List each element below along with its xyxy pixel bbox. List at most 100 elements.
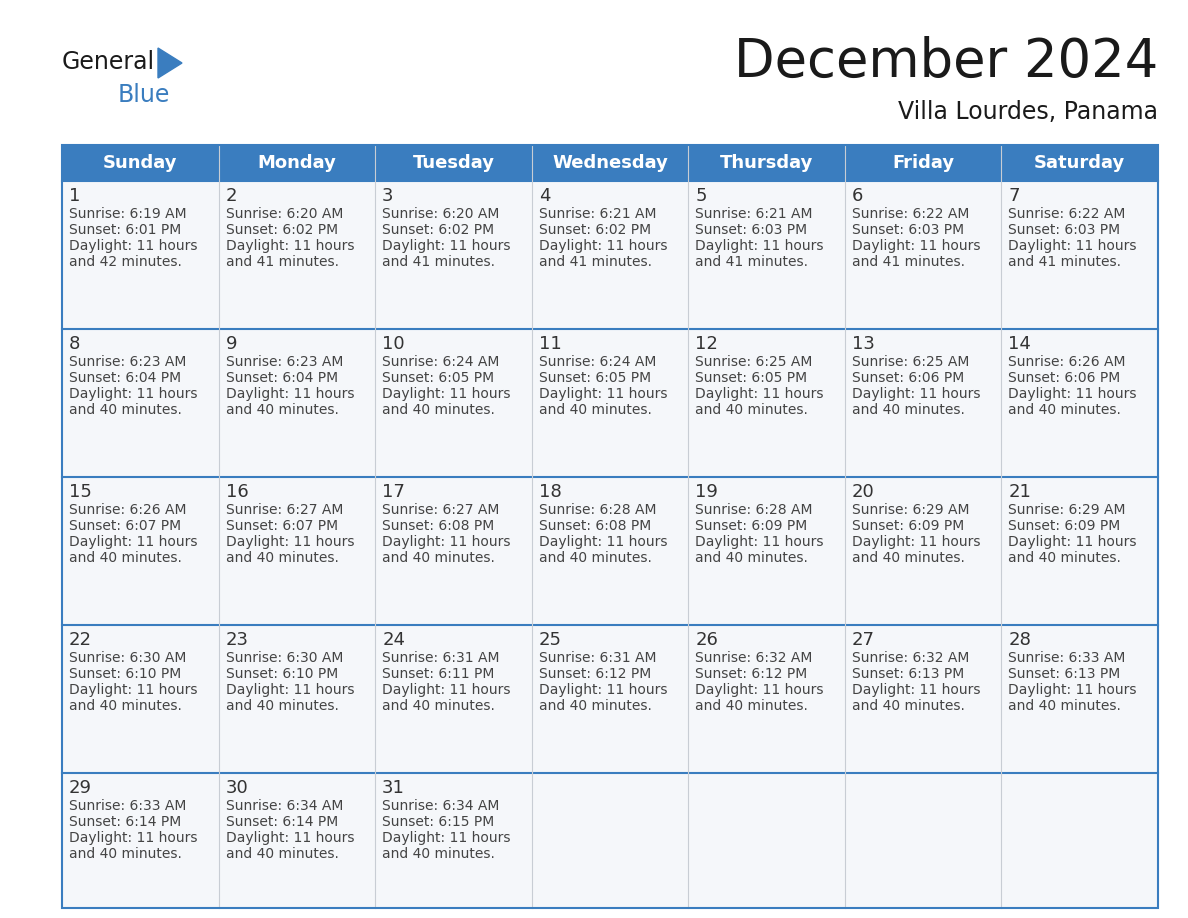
Text: Sunset: 6:08 PM: Sunset: 6:08 PM	[383, 519, 494, 533]
Text: Sunset: 6:02 PM: Sunset: 6:02 PM	[538, 223, 651, 237]
Text: and 40 minutes.: and 40 minutes.	[69, 847, 182, 861]
Text: Sunset: 6:12 PM: Sunset: 6:12 PM	[538, 667, 651, 681]
Text: 6: 6	[852, 187, 864, 205]
Text: Sunset: 6:05 PM: Sunset: 6:05 PM	[695, 371, 808, 385]
Text: and 41 minutes.: and 41 minutes.	[226, 255, 339, 269]
Text: Sunset: 6:09 PM: Sunset: 6:09 PM	[852, 519, 965, 533]
Bar	[62, 145, 1158, 181]
Text: Sunset: 6:09 PM: Sunset: 6:09 PM	[695, 519, 808, 533]
Text: Daylight: 11 hours: Daylight: 11 hours	[538, 387, 668, 401]
Text: Sunrise: 6:23 AM: Sunrise: 6:23 AM	[69, 355, 187, 369]
Text: Sunset: 6:10 PM: Sunset: 6:10 PM	[226, 667, 337, 681]
Text: Sunset: 6:15 PM: Sunset: 6:15 PM	[383, 815, 494, 829]
Text: Sunrise: 6:23 AM: Sunrise: 6:23 AM	[226, 355, 343, 369]
Text: December 2024: December 2024	[734, 36, 1158, 88]
Text: 13: 13	[852, 335, 874, 353]
Text: Thursday: Thursday	[720, 154, 814, 172]
Text: Sunset: 6:04 PM: Sunset: 6:04 PM	[226, 371, 337, 385]
Text: Sunset: 6:08 PM: Sunset: 6:08 PM	[538, 519, 651, 533]
Text: 24: 24	[383, 631, 405, 649]
Text: Sunset: 6:12 PM: Sunset: 6:12 PM	[695, 667, 808, 681]
Text: 8: 8	[69, 335, 81, 353]
Text: Sunrise: 6:32 AM: Sunrise: 6:32 AM	[852, 651, 969, 665]
Text: Sunrise: 6:30 AM: Sunrise: 6:30 AM	[226, 651, 343, 665]
Text: and 40 minutes.: and 40 minutes.	[226, 403, 339, 417]
Text: Daylight: 11 hours: Daylight: 11 hours	[383, 683, 511, 697]
Text: 3: 3	[383, 187, 393, 205]
Text: Sunrise: 6:34 AM: Sunrise: 6:34 AM	[383, 799, 499, 813]
Text: and 40 minutes.: and 40 minutes.	[383, 699, 495, 713]
Text: Daylight: 11 hours: Daylight: 11 hours	[538, 683, 668, 697]
Text: Sunset: 6:01 PM: Sunset: 6:01 PM	[69, 223, 182, 237]
Text: and 40 minutes.: and 40 minutes.	[695, 699, 808, 713]
Bar	[62, 625, 1158, 773]
Text: 19: 19	[695, 483, 719, 501]
Text: Sunset: 6:02 PM: Sunset: 6:02 PM	[226, 223, 337, 237]
Text: Sunrise: 6:28 AM: Sunrise: 6:28 AM	[695, 503, 813, 517]
Text: 2: 2	[226, 187, 238, 205]
Text: and 41 minutes.: and 41 minutes.	[852, 255, 965, 269]
Text: Daylight: 11 hours: Daylight: 11 hours	[69, 239, 197, 253]
Text: Sunrise: 6:31 AM: Sunrise: 6:31 AM	[383, 651, 500, 665]
Text: Sunrise: 6:19 AM: Sunrise: 6:19 AM	[69, 207, 187, 221]
Text: General: General	[62, 50, 156, 74]
Text: Sunday: Sunday	[103, 154, 177, 172]
Text: Daylight: 11 hours: Daylight: 11 hours	[695, 239, 823, 253]
Text: 4: 4	[538, 187, 550, 205]
Text: Sunrise: 6:26 AM: Sunrise: 6:26 AM	[69, 503, 187, 517]
Text: 21: 21	[1009, 483, 1031, 501]
Text: and 40 minutes.: and 40 minutes.	[226, 699, 339, 713]
Text: and 40 minutes.: and 40 minutes.	[538, 551, 651, 565]
Text: Sunset: 6:06 PM: Sunset: 6:06 PM	[852, 371, 965, 385]
Text: and 40 minutes.: and 40 minutes.	[538, 699, 651, 713]
Text: 30: 30	[226, 779, 248, 797]
Text: and 41 minutes.: and 41 minutes.	[383, 255, 495, 269]
Text: and 41 minutes.: and 41 minutes.	[538, 255, 652, 269]
Text: 26: 26	[695, 631, 719, 649]
Text: Sunrise: 6:21 AM: Sunrise: 6:21 AM	[695, 207, 813, 221]
Text: Daylight: 11 hours: Daylight: 11 hours	[69, 831, 197, 845]
Text: 31: 31	[383, 779, 405, 797]
Bar	[62, 329, 1158, 477]
Text: Daylight: 11 hours: Daylight: 11 hours	[383, 831, 511, 845]
Bar	[62, 477, 1158, 625]
Text: Daylight: 11 hours: Daylight: 11 hours	[538, 239, 668, 253]
Text: 18: 18	[538, 483, 562, 501]
Text: and 40 minutes.: and 40 minutes.	[695, 551, 808, 565]
Text: Sunrise: 6:22 AM: Sunrise: 6:22 AM	[1009, 207, 1126, 221]
Text: Sunrise: 6:28 AM: Sunrise: 6:28 AM	[538, 503, 656, 517]
Text: Daylight: 11 hours: Daylight: 11 hours	[852, 683, 980, 697]
Polygon shape	[158, 48, 182, 78]
Text: Daylight: 11 hours: Daylight: 11 hours	[383, 387, 511, 401]
Text: Sunset: 6:13 PM: Sunset: 6:13 PM	[852, 667, 965, 681]
Text: 1: 1	[69, 187, 81, 205]
Text: Sunrise: 6:20 AM: Sunrise: 6:20 AM	[383, 207, 499, 221]
Text: Sunrise: 6:25 AM: Sunrise: 6:25 AM	[695, 355, 813, 369]
Text: Sunset: 6:02 PM: Sunset: 6:02 PM	[383, 223, 494, 237]
Text: 27: 27	[852, 631, 874, 649]
Text: Sunset: 6:03 PM: Sunset: 6:03 PM	[1009, 223, 1120, 237]
Text: Sunrise: 6:22 AM: Sunrise: 6:22 AM	[852, 207, 969, 221]
Text: Sunrise: 6:29 AM: Sunrise: 6:29 AM	[1009, 503, 1126, 517]
Text: Sunset: 6:14 PM: Sunset: 6:14 PM	[69, 815, 182, 829]
Text: Sunset: 6:07 PM: Sunset: 6:07 PM	[226, 519, 337, 533]
Bar	[62, 145, 1158, 908]
Text: 7: 7	[1009, 187, 1020, 205]
Text: Wednesday: Wednesday	[552, 154, 668, 172]
Text: and 40 minutes.: and 40 minutes.	[1009, 551, 1121, 565]
Text: Daylight: 11 hours: Daylight: 11 hours	[69, 387, 197, 401]
Text: Daylight: 11 hours: Daylight: 11 hours	[1009, 239, 1137, 253]
Text: 16: 16	[226, 483, 248, 501]
Text: and 40 minutes.: and 40 minutes.	[383, 847, 495, 861]
Text: Daylight: 11 hours: Daylight: 11 hours	[695, 387, 823, 401]
Text: and 40 minutes.: and 40 minutes.	[69, 403, 182, 417]
Text: Daylight: 11 hours: Daylight: 11 hours	[852, 239, 980, 253]
Text: Sunset: 6:11 PM: Sunset: 6:11 PM	[383, 667, 494, 681]
Text: and 41 minutes.: and 41 minutes.	[695, 255, 808, 269]
Text: and 40 minutes.: and 40 minutes.	[1009, 699, 1121, 713]
Text: Friday: Friday	[892, 154, 954, 172]
Text: Sunset: 6:04 PM: Sunset: 6:04 PM	[69, 371, 181, 385]
Text: Villa Lourdes, Panama: Villa Lourdes, Panama	[898, 100, 1158, 124]
Text: 22: 22	[69, 631, 91, 649]
Text: Daylight: 11 hours: Daylight: 11 hours	[226, 831, 354, 845]
